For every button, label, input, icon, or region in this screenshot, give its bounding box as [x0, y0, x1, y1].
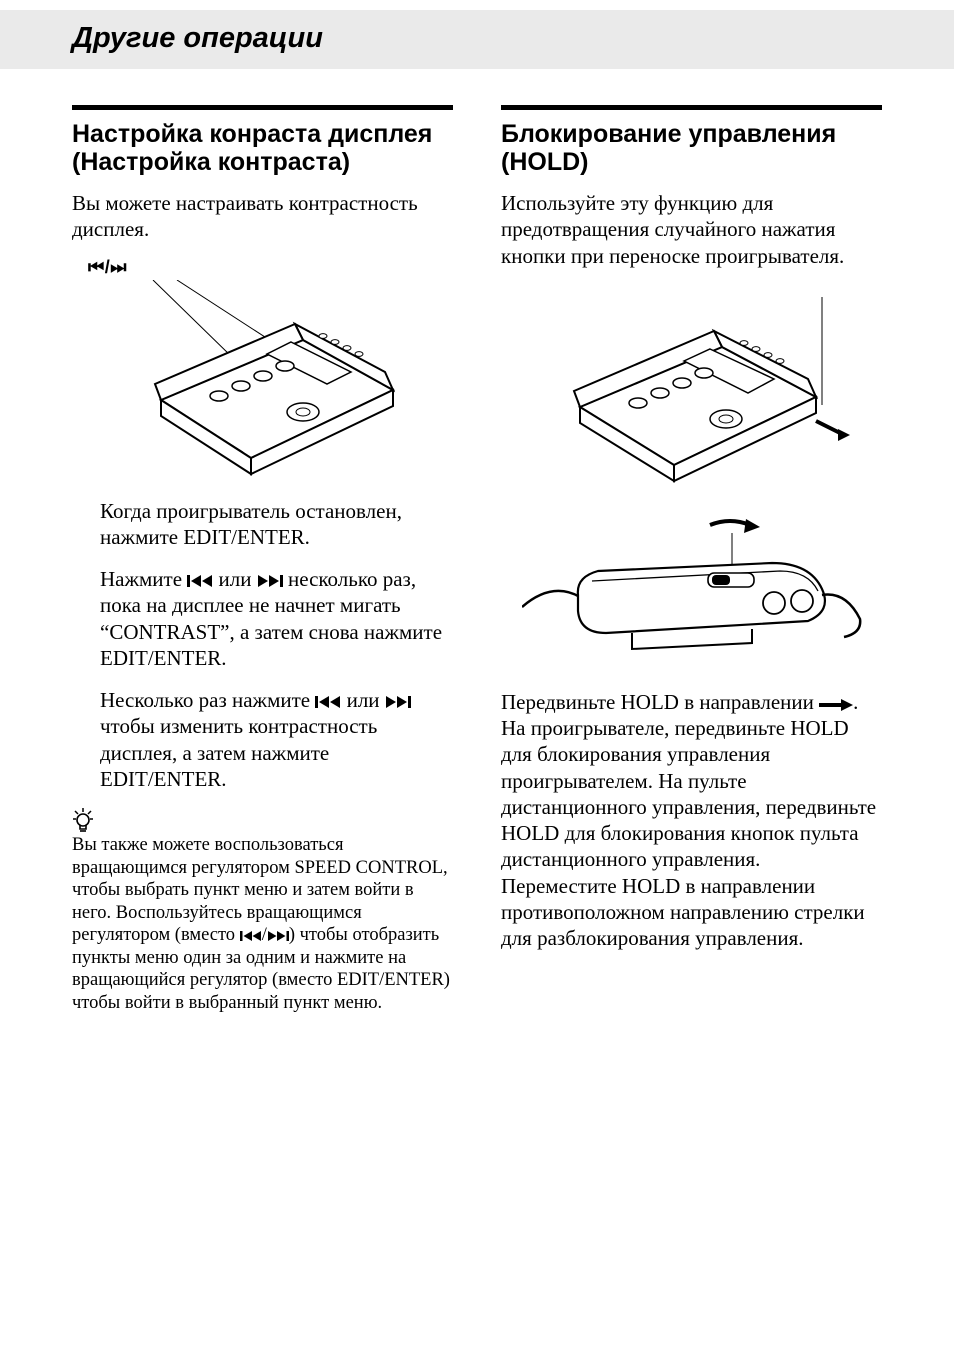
lightbulb-icon [72, 808, 94, 832]
remote-figure-hold [501, 511, 882, 661]
step-3: Несколько раз нажмите или чтобы изменить… [100, 687, 453, 792]
device-illustration-hold [532, 297, 852, 487]
hold-para-1a: Передвиньте HOLD в направлении [501, 690, 819, 714]
prev-track-icon [187, 574, 213, 588]
step-2-text-b: или [213, 567, 256, 591]
hold-para-3: Переместите HOLD в направлении противопо… [501, 873, 882, 952]
device-illustration [113, 280, 413, 480]
section-intro: Вы можете настраивать контрастность дисп… [72, 190, 453, 243]
hold-para-2: На проигрывателе, передвиньте HOLD для б… [501, 715, 882, 873]
two-column-layout: Настройка конраста дисплея (Настройка ко… [72, 105, 882, 1015]
right-column: Блокирование управления (HOLD) Используй… [501, 105, 882, 1015]
hold-body: Передвиньте HOLD в направлении . На прои… [501, 689, 882, 952]
step-2: Нажмите или несколько раз, пока на диспл… [100, 566, 453, 671]
section-heading-contrast: Настройка конраста дисплея (Настройка ко… [72, 120, 453, 176]
step-1: Когда проигрыватель остановлен, нажмите … [100, 498, 453, 551]
header-bar: Другие операции [0, 10, 954, 69]
step-3-text-a: Несколько раз нажмите [100, 688, 315, 712]
section-intro-hold: Используйте эту функцию для предотвращен… [501, 190, 882, 269]
section-rule [72, 105, 453, 110]
callout-label-skip: ⏮/⏭ [88, 257, 453, 278]
step-3-text-b: или [341, 688, 384, 712]
prev-track-icon [240, 930, 262, 942]
section-heading-hold: Блокирование управления (HOLD) [501, 120, 882, 176]
section-rule [501, 105, 882, 110]
steps-list: Когда проигрыватель остановлен, нажмите … [100, 498, 453, 793]
arrow-right-icon [819, 699, 853, 711]
hold-para-1b: . [853, 690, 858, 714]
device-figure-contrast [72, 280, 453, 480]
prev-track-icon [315, 695, 341, 709]
left-column: Настройка конраста дисплея (Настройка ко… [72, 105, 453, 1015]
tip-text: Вы также можете воспользоваться вращающи… [72, 834, 453, 1015]
next-track-icon [385, 695, 411, 709]
page-title: Другие операции [72, 22, 882, 55]
device-figure-hold [501, 297, 882, 487]
tip-icon [72, 808, 453, 832]
page: Другие операции Настройка конраста диспл… [0, 0, 954, 1358]
step-3-text-c: чтобы изменить контрастность дисплея, а … [100, 714, 377, 791]
step-2-text-a: Нажмите [100, 567, 187, 591]
remote-illustration [522, 511, 862, 661]
next-track-icon [267, 930, 289, 942]
hold-para-1: Передвиньте HOLD в направлении . [501, 689, 882, 715]
next-track-icon [257, 574, 283, 588]
